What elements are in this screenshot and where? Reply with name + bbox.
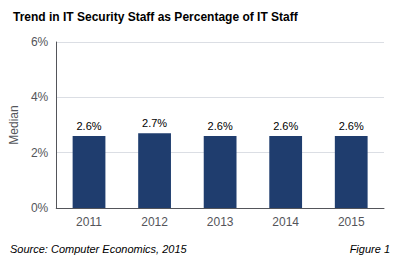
svg-text:2013: 2013 <box>207 215 234 229</box>
svg-text:4%: 4% <box>31 90 49 104</box>
svg-text:2011: 2011 <box>76 215 102 229</box>
svg-text:2.6%: 2.6% <box>208 120 233 132</box>
svg-text:2.6%: 2.6% <box>76 120 101 132</box>
svg-text:2015: 2015 <box>338 215 365 229</box>
svg-text:Source: Computer Economics, 20: Source: Computer Economics, 2015 <box>10 243 188 255</box>
svg-text:2.6%: 2.6% <box>339 120 364 132</box>
svg-text:Median: Median <box>7 105 21 144</box>
svg-text:2.6%: 2.6% <box>273 120 298 132</box>
svg-text:2012: 2012 <box>141 215 168 229</box>
svg-text:0%: 0% <box>31 201 49 215</box>
svg-text:Figure 1: Figure 1 <box>350 243 390 255</box>
svg-text:2.7%: 2.7% <box>142 117 167 129</box>
svg-text:6%: 6% <box>31 35 49 49</box>
svg-text:2014: 2014 <box>272 215 299 229</box>
svg-text:2%: 2% <box>31 146 49 160</box>
svg-text:Trend in IT Security Staff as: Trend in IT Security Staff as Percentage… <box>13 10 299 24</box>
